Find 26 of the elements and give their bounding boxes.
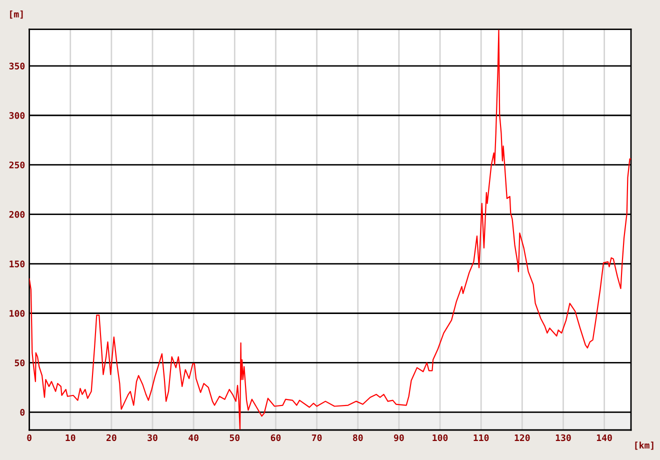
x-tick-label: 0 — [27, 434, 32, 442]
x-tick-label: 30 — [148, 434, 158, 442]
x-tick-label: 130 — [556, 434, 571, 442]
y-tick-label: 50 — [14, 359, 25, 366]
x-tick-label: 60 — [270, 434, 281, 442]
x-tick-label: 10 — [66, 434, 76, 442]
x-tick-label: 120 — [514, 434, 530, 442]
x-tick-label: 20 — [106, 434, 116, 442]
y-tick-label: 350 — [9, 62, 25, 70]
y-tick-label: 100 — [10, 310, 25, 317]
line-series — [29, 30, 631, 430]
x-tick-label: 100 — [432, 434, 448, 442]
y-tick-label: 150 — [10, 260, 25, 268]
y-tick-label: 0 — [20, 408, 25, 416]
y-tick-label: 250 — [9, 162, 25, 168]
y-tick-label: 200 — [9, 211, 25, 218]
y-axis-title: [m] — [10, 10, 23, 19]
x-tick-label: 80 — [353, 434, 363, 442]
x-tick-label: 110 — [474, 434, 489, 442]
x-tick-label: 50 — [230, 434, 240, 442]
x-tick-label: 140 — [596, 434, 612, 442]
x-tick-label: 70 — [312, 434, 322, 442]
x-tick-label: 40 — [188, 434, 198, 442]
y-tick-label: 300 — [9, 112, 25, 119]
x-axis-title: [km] — [635, 442, 654, 450]
x-tick-label: 90 — [394, 434, 404, 442]
